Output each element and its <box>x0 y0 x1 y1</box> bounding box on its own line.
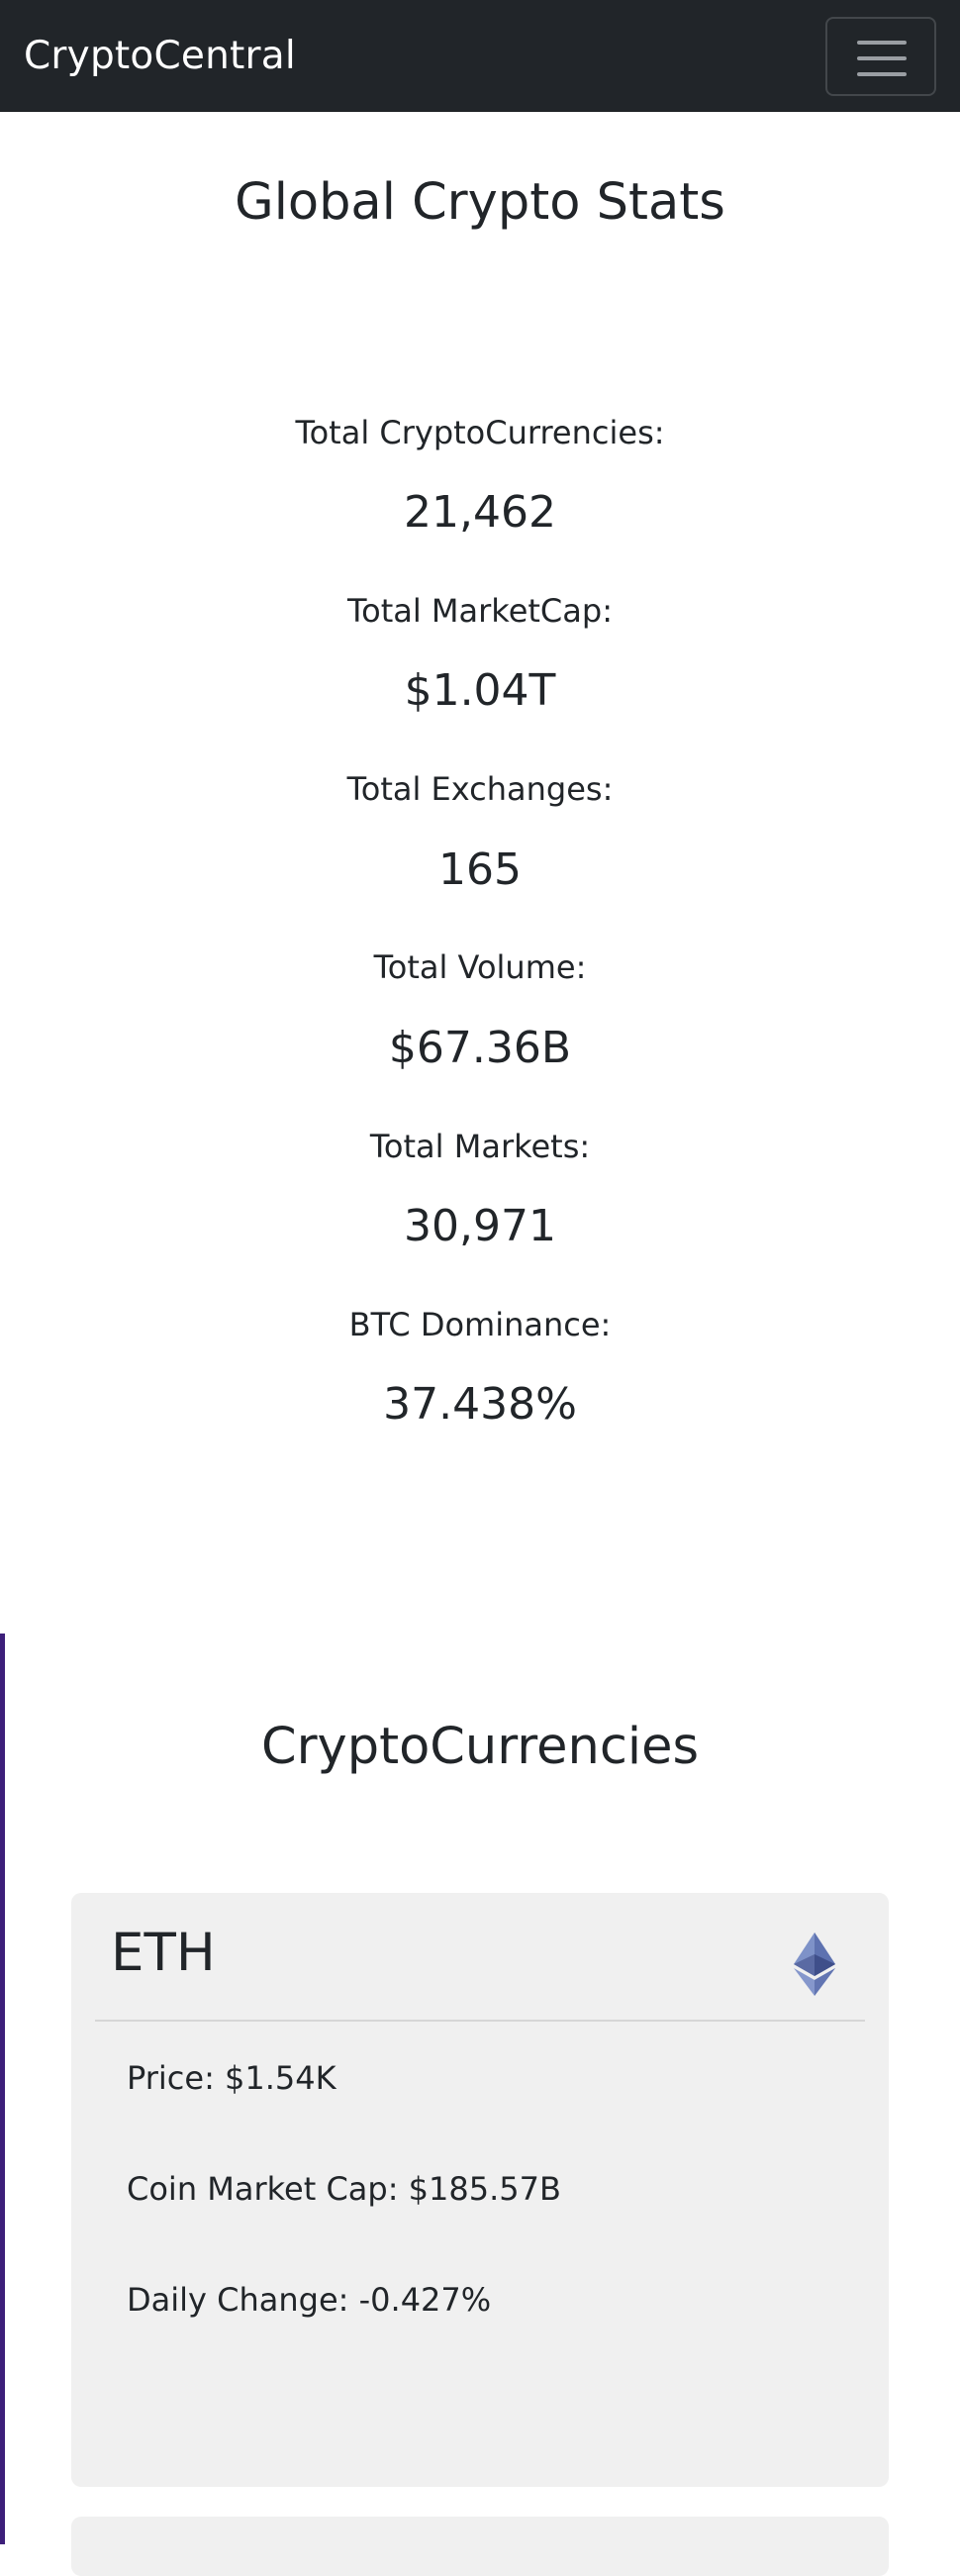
coin-daily-change: Daily Change: -0.427% <box>127 2281 492 2319</box>
stat-label-total-exchanges: Total Exchanges: <box>346 770 614 808</box>
stat-label-btc-dominance: BTC Dominance: <box>348 1306 612 1343</box>
coin-price: Price: $1.54K <box>127 2059 336 2097</box>
navbar: CryptoCentral <box>0 0 960 112</box>
brand-link[interactable]: CryptoCentral <box>24 34 296 78</box>
stat-value-total-volume: $67.36B <box>388 1023 572 1073</box>
ethereum-icon <box>794 1932 835 1996</box>
stat-value-btc-dominance: 37.438% <box>383 1379 577 1430</box>
stat-label-total-markets: Total Markets: <box>369 1128 591 1165</box>
stat-value-total-exchanges: 165 <box>438 844 522 895</box>
coin-card-header: ETH <box>95 1893 865 2022</box>
stat-value-total-markets: 30,971 <box>404 1201 556 1251</box>
navbar-toggle-button[interactable] <box>825 17 936 96</box>
stat-label-total-marketcap: Total MarketCap: <box>347 592 613 630</box>
stat-value-total-marketcap: $1.04T <box>404 665 556 716</box>
hamburger-icon <box>857 41 907 76</box>
global-stats-title: Global Crypto Stats <box>235 173 725 232</box>
coin-card-eth[interactable]: ETH Price: $1.54K Coin Market Cap: $185.… <box>71 1893 889 2487</box>
stat-label-total-volume: Total Volume: <box>373 948 587 986</box>
coin-market-cap: Coin Market Cap: $185.57B <box>127 2170 561 2208</box>
stat-value-total-cryptocurrencies: 21,462 <box>404 487 556 538</box>
coin-card-next[interactable] <box>71 2517 889 2576</box>
coin-symbol: ETH <box>111 1923 216 1983</box>
cryptocurrencies-title: CryptoCurrencies <box>260 1718 700 1776</box>
stat-label-total-cryptocurrencies: Total CryptoCurrencies: <box>295 414 665 451</box>
page-edge-accent <box>0 1634 5 2544</box>
